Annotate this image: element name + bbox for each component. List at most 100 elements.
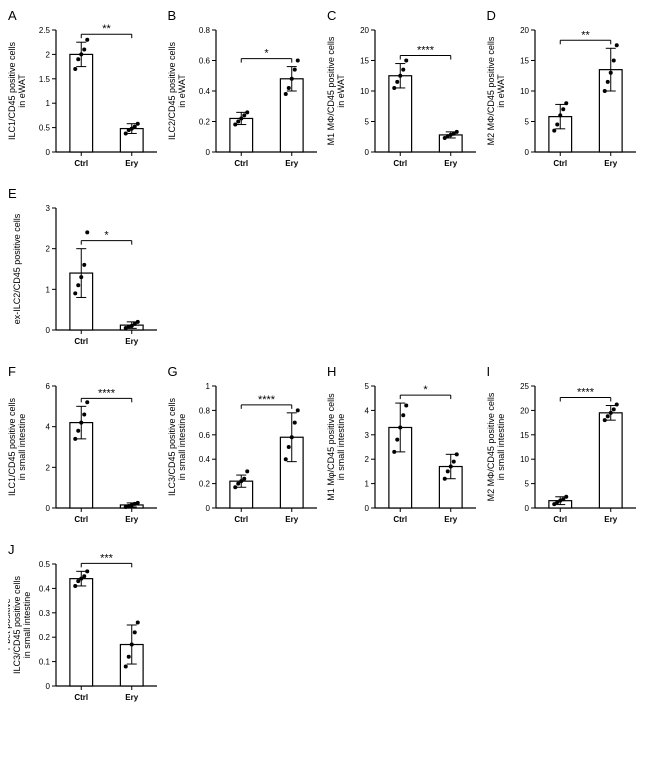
svg-text:10: 10 bbox=[520, 455, 529, 464]
svg-text:Ery: Ery bbox=[444, 515, 457, 524]
svg-text:M2 MΦ/CD45 positive cells: M2 MΦ/CD45 positive cells bbox=[487, 392, 496, 501]
panel-label-F: F bbox=[8, 364, 16, 379]
svg-text:Ery: Ery bbox=[285, 159, 298, 168]
svg-text:Ery: Ery bbox=[125, 693, 138, 702]
svg-text:2: 2 bbox=[365, 455, 370, 464]
svg-text:0.8: 0.8 bbox=[198, 406, 210, 415]
bar-chart-J: 00.10.20.30.40.5CtrlEry***T-bet positive… bbox=[8, 542, 163, 712]
panel-H: H012345CtrlEry*M1 Mφ/CD45 positive cells… bbox=[327, 364, 483, 534]
panel-label-H: H bbox=[327, 364, 336, 379]
svg-text:1: 1 bbox=[46, 99, 51, 108]
svg-text:10: 10 bbox=[520, 87, 529, 96]
svg-text:Ctrl: Ctrl bbox=[74, 515, 88, 524]
panel-label-C: C bbox=[327, 8, 336, 23]
svg-text:Ctrl: Ctrl bbox=[393, 515, 407, 524]
svg-text:5: 5 bbox=[365, 118, 370, 127]
svg-text:in eWAT: in eWAT bbox=[496, 74, 506, 108]
svg-text:15: 15 bbox=[360, 57, 369, 66]
svg-text:ILC1/CD45 positive cells: ILC1/CD45 positive cells bbox=[8, 41, 17, 140]
svg-text:ILC3/CD45 positive cells: ILC3/CD45 positive cells bbox=[168, 397, 177, 496]
panel-G: G00.20.40.60.81CtrlEry****ILC3/CD45 posi… bbox=[168, 364, 324, 534]
svg-text:2.5: 2.5 bbox=[39, 26, 51, 35]
svg-text:0.6: 0.6 bbox=[198, 57, 210, 66]
svg-text:0: 0 bbox=[46, 148, 51, 157]
bar-chart-C: 05101520CtrlEry****M1 MΦ/CD45 positive c… bbox=[327, 8, 482, 178]
svg-text:****: **** bbox=[98, 387, 116, 399]
svg-text:*: * bbox=[423, 384, 428, 396]
svg-text:Ery: Ery bbox=[444, 159, 457, 168]
panel-label-A: A bbox=[8, 8, 17, 23]
svg-text:0.4: 0.4 bbox=[39, 584, 51, 593]
svg-text:0.3: 0.3 bbox=[39, 609, 51, 618]
svg-text:0.8: 0.8 bbox=[198, 26, 210, 35]
svg-text:20: 20 bbox=[520, 26, 529, 35]
svg-text:0: 0 bbox=[205, 148, 210, 157]
panel-E: E0123CtrlEry*ex-ILC2/CD45 positive cells bbox=[8, 186, 164, 356]
empty-cell bbox=[327, 542, 483, 712]
svg-text:0.2: 0.2 bbox=[39, 633, 51, 642]
panel-grid: A00.511.522.5CtrlEry**ILC1/CD45 positive… bbox=[8, 8, 642, 712]
svg-text:Ctrl: Ctrl bbox=[393, 159, 407, 168]
svg-text:0.5: 0.5 bbox=[39, 124, 51, 133]
svg-text:0: 0 bbox=[46, 682, 51, 691]
svg-text:ILC3/CD45 positive cells: ILC3/CD45 positive cells bbox=[12, 575, 22, 674]
svg-text:0.4: 0.4 bbox=[198, 455, 210, 464]
svg-text:in eWAT: in eWAT bbox=[17, 74, 27, 108]
svg-text:in small intestine: in small intestine bbox=[336, 414, 346, 481]
bar-chart-I: 0510152025CtrlEry****M2 MΦ/CD45 positive… bbox=[487, 364, 642, 534]
svg-text:10: 10 bbox=[360, 87, 369, 96]
svg-text:in small intestine: in small intestine bbox=[496, 414, 506, 481]
svg-text:3: 3 bbox=[365, 431, 370, 440]
bar-chart-A: 00.511.522.5CtrlEry**ILC1/CD45 positive … bbox=[8, 8, 163, 178]
svg-text:ILC1/CD45 positive cells: ILC1/CD45 positive cells bbox=[8, 397, 17, 496]
svg-text:1: 1 bbox=[365, 480, 370, 489]
svg-text:****: **** bbox=[417, 45, 435, 57]
svg-text:0: 0 bbox=[365, 504, 370, 513]
svg-text:15: 15 bbox=[520, 431, 529, 440]
svg-text:1: 1 bbox=[46, 285, 51, 294]
svg-text:****: **** bbox=[576, 387, 594, 399]
svg-text:5: 5 bbox=[524, 480, 529, 489]
panel-label-E: E bbox=[8, 186, 17, 201]
svg-text:2: 2 bbox=[46, 463, 51, 472]
empty-cell bbox=[168, 186, 324, 356]
panel-F: F0246CtrlEry****ILC1/CD45 positive cells… bbox=[8, 364, 164, 534]
panel-label-I: I bbox=[487, 364, 491, 379]
svg-text:**: ** bbox=[581, 29, 590, 41]
svg-text:in small intestine: in small intestine bbox=[22, 592, 32, 659]
svg-text:*: * bbox=[104, 230, 109, 242]
svg-text:20: 20 bbox=[520, 406, 529, 415]
panel-label-G: G bbox=[168, 364, 178, 379]
bar-chart-D: 05101520CtrlEry**M2 MΦ/CD45 positive cel… bbox=[487, 8, 642, 178]
svg-text:6: 6 bbox=[46, 382, 51, 391]
svg-text:in small intestine: in small intestine bbox=[17, 414, 27, 481]
svg-text:0: 0 bbox=[365, 148, 370, 157]
panel-J: J00.10.20.30.40.5CtrlEry***T-bet positiv… bbox=[8, 542, 164, 712]
panel-I: I0510152025CtrlEry****M2 MΦ/CD45 positiv… bbox=[487, 364, 643, 534]
bar-chart-E: 0123CtrlEry*ex-ILC2/CD45 positive cells bbox=[8, 186, 163, 356]
svg-text:0.1: 0.1 bbox=[39, 658, 51, 667]
panel-B: B00.20.40.60.8CtrlEry*ILC2/CD45 positive… bbox=[168, 8, 324, 178]
svg-text:in small intestine: in small intestine bbox=[177, 414, 187, 481]
svg-text:0.2: 0.2 bbox=[198, 118, 210, 127]
empty-cell bbox=[487, 542, 643, 712]
svg-text:2: 2 bbox=[46, 245, 51, 254]
svg-text:0.4: 0.4 bbox=[198, 87, 210, 96]
svg-text:0: 0 bbox=[524, 504, 529, 513]
svg-text:Ery: Ery bbox=[125, 515, 138, 524]
svg-text:Ctrl: Ctrl bbox=[553, 515, 567, 524]
svg-text:0: 0 bbox=[524, 148, 529, 157]
svg-text:0: 0 bbox=[46, 326, 51, 335]
panel-label-J: J bbox=[8, 542, 15, 557]
svg-text:4: 4 bbox=[365, 406, 370, 415]
svg-text:25: 25 bbox=[520, 382, 529, 391]
svg-text:5: 5 bbox=[524, 118, 529, 127]
svg-text:Ctrl: Ctrl bbox=[234, 159, 248, 168]
svg-text:Ery: Ery bbox=[285, 515, 298, 524]
svg-text:20: 20 bbox=[360, 26, 369, 35]
svg-text:ex-ILC2/CD45 positive cells: ex-ILC2/CD45 positive cells bbox=[12, 213, 22, 324]
panel-label-D: D bbox=[487, 8, 496, 23]
svg-text:0: 0 bbox=[46, 504, 51, 513]
svg-text:Ery: Ery bbox=[125, 159, 138, 168]
svg-text:0.2: 0.2 bbox=[198, 480, 210, 489]
